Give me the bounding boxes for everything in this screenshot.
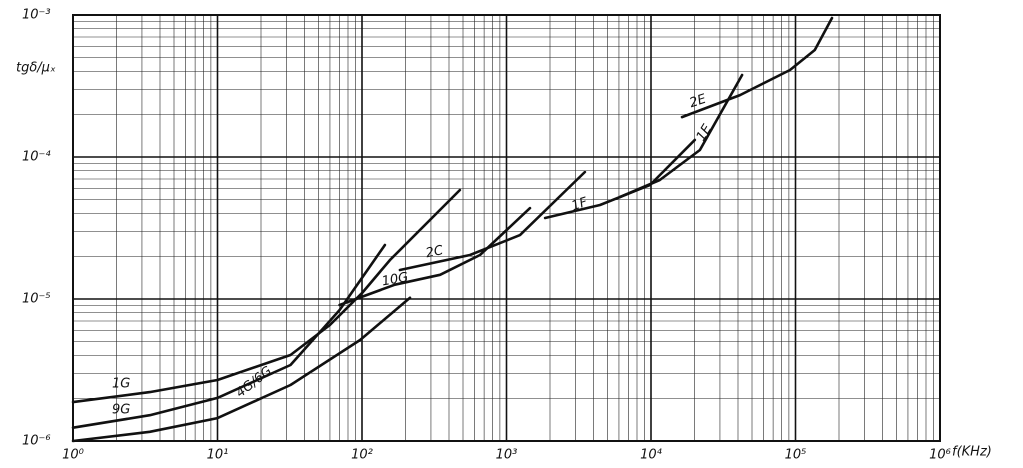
curve [71,243,387,429]
curve-label: 1F [570,195,590,214]
curve-label: 10G [381,270,410,289]
curve [338,206,532,307]
y-tick-label: 10⁻⁴ [22,150,51,165]
curve [71,296,412,443]
x-tick-label: 10⁵ [785,448,807,463]
x-axis-label: f(KHz) [952,445,992,460]
plot-frame [72,14,941,442]
curve [680,16,834,119]
curve-label: 2C [424,243,445,261]
x-tick-label: 10⁰ [62,448,85,463]
x-tick-label: 10⁶ [929,448,951,463]
x-tick-label: 10⁴ [640,448,663,463]
x-tick-label: 10² [351,448,373,463]
y-tick-label: 10⁻³ [22,8,51,23]
x-tick-label: 10¹ [207,448,229,463]
curve-label: 1E [694,121,716,144]
curve-label: 2E [688,92,709,112]
curve-label: 1G [112,377,130,392]
y-axis-label: tgδ/μₓ [16,61,56,76]
curve [398,170,587,272]
curve [618,73,744,199]
y-tick-label: 10⁻⁶ [22,434,51,449]
curve-label: 9G [112,403,130,418]
curve [71,188,462,404]
y-tick-label: 10⁻⁵ [22,292,51,307]
x-tick-label: 10³ [496,448,518,463]
